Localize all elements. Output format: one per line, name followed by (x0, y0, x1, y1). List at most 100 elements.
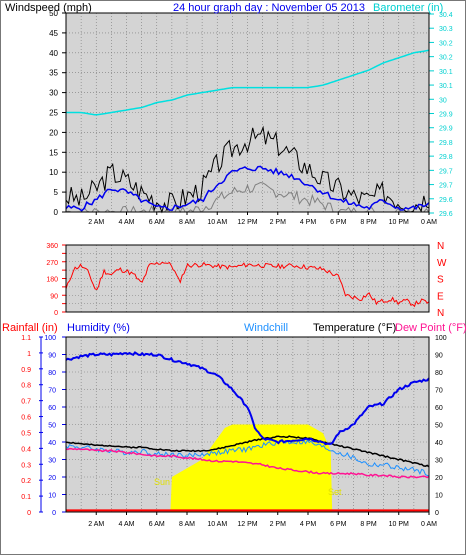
dewpoint-line (65, 447, 430, 479)
time-tick-label: 8 AM (179, 219, 195, 226)
rainfall-tick-label: 0.6 (21, 415, 31, 422)
compass-tick-label: E (437, 291, 444, 302)
rainfall-tick-label: 0.1 (21, 494, 31, 501)
solar-area (66, 424, 429, 512)
humidity-tick-label: 20 (48, 475, 56, 482)
wind-tick-label: 0 (54, 208, 59, 217)
time-tick-label: 8 PM (360, 219, 377, 226)
time-tick-label: 12 PM (237, 219, 257, 226)
direction-tick-label: 360 (46, 243, 58, 250)
time-tick-label: 4 AM (119, 521, 135, 528)
wind-low-line (65, 181, 430, 214)
time-tick-label: 8 PM (360, 521, 377, 528)
time-tick-label: 2 PM (270, 219, 287, 226)
compass-tick-label: N (437, 308, 444, 319)
rainfall-tick-label: 1.1 (21, 335, 31, 342)
time-tick-label: 6 PM (330, 521, 347, 528)
rainfall-tick-label: 0.2 (21, 478, 31, 485)
barometer-tick-label: 30.3 (439, 26, 453, 33)
temperature-tick-label: 60 (435, 405, 443, 412)
humidity-tick-label: 40 (48, 440, 56, 447)
barometer-tick-label: 29.6 (439, 211, 453, 218)
barometer-tick-label: 29.9 (439, 112, 453, 119)
humidity-tick-label: 90 (48, 353, 56, 360)
barometer-tick-label: 29.6 (439, 197, 453, 204)
wind-tick-label: 20 (49, 128, 58, 137)
axes: 0510152025303540455029.629.629.729.729.8… (21, 9, 452, 528)
compass-tick-label: W (437, 258, 447, 269)
humidity-label: Humidity (%) (67, 322, 130, 334)
rainfall-tick-label: 0.9 (21, 367, 31, 374)
time-tick-label: 2 PM (270, 521, 287, 528)
temperature-tick-label: 30 (435, 458, 443, 465)
barometer-line (66, 49, 430, 116)
rainfall-label: Rainfall (in) (2, 322, 58, 334)
humidity-tick-label: 100 (44, 335, 56, 342)
windchill-label: Windchill (244, 322, 288, 334)
temperature-label: Temperature (°F) (313, 322, 396, 334)
wind-tick-label: 45 (49, 29, 58, 38)
sunrise-label: Sun (154, 477, 170, 487)
barometer-tick-label: 30.4 (439, 12, 453, 19)
temperature-tick-label: 20 (435, 475, 443, 482)
humidity-tick-label: 30 (48, 458, 56, 465)
data-series (65, 49, 430, 512)
compass-tick-label: N (437, 241, 444, 252)
direction-tick-label: 0 (54, 310, 58, 317)
time-tick-label: 6 PM (330, 219, 347, 226)
graph-title: 24 hour graph day : November 05 2013 (173, 2, 365, 14)
compass-tick-label: S (437, 275, 444, 286)
barometer-tick-label: 29.9 (439, 126, 453, 133)
time-tick-label: 6 AM (149, 219, 165, 226)
rainfall-tick-label: 0.8 (21, 383, 31, 390)
wind-gust-line (65, 125, 430, 214)
humidity-tick-label: 60 (48, 405, 56, 412)
rainfall-tick-label: 1 (27, 351, 31, 358)
barometer-tick-label: 29.7 (439, 168, 453, 175)
humidity-tick-label: 50 (48, 423, 56, 430)
temperature-line (65, 435, 430, 468)
wind-direction-line (65, 261, 430, 308)
temperature-tick-label: 0 (435, 510, 439, 517)
direction-tick-label: 180 (46, 277, 58, 284)
wind-tick-label: 15 (49, 148, 58, 157)
time-tick-label: 4 AM (119, 219, 135, 226)
time-tick-label: 10 PM (389, 219, 409, 226)
time-tick-label: 2 AM (88, 219, 104, 226)
temperature-tick-label: 50 (435, 423, 443, 430)
wind-tick-label: 50 (49, 9, 58, 18)
barometer-tick-label: 29.8 (439, 154, 453, 161)
humidity-tick-label: 10 (48, 493, 56, 500)
time-tick-label: 12 PM (237, 521, 257, 528)
time-tick-label: 2 AM (88, 521, 104, 528)
wind-panel-border (65, 12, 430, 213)
temp-panel-border (65, 336, 430, 513)
rainfall-tick-label: 0.4 (21, 446, 31, 453)
wind-tick-label: 5 (54, 188, 59, 197)
dewpoint-label: Dew Point (°F) (395, 322, 466, 334)
barometer-tick-label: 30.2 (439, 40, 453, 47)
time-tick-label: 4 PM (300, 521, 317, 528)
rainfall-tick-label: 0.5 (21, 430, 31, 437)
rainfall-tick-label: 0.7 (21, 399, 31, 406)
humidity-tick-label: 70 (48, 388, 56, 395)
barometer-tick-label: 30.1 (439, 69, 453, 76)
wind-tick-label: 35 (49, 69, 58, 78)
temperature-tick-label: 80 (435, 370, 443, 377)
barometer-label: Barometer (in) (373, 2, 443, 14)
time-tick-label: 6 AM (149, 521, 165, 528)
barometer-tick-label: 29.7 (439, 183, 453, 190)
barometer-tick-label: 30 (439, 97, 447, 104)
temperature-tick-label: 90 (435, 353, 443, 360)
barometer-tick-label: 29.8 (439, 140, 453, 147)
time-tick-label: 10 AM (207, 521, 227, 528)
temperature-tick-label: 100 (435, 335, 447, 342)
direction-panel-border (65, 244, 430, 313)
windspeed-label: Windspeed (mph) (5, 2, 92, 14)
temperature-tick-label: 40 (435, 440, 443, 447)
barometer-tick-label: 30.2 (439, 55, 453, 62)
wind-tick-label: 40 (49, 49, 58, 58)
temperature-tick-label: 70 (435, 388, 443, 395)
